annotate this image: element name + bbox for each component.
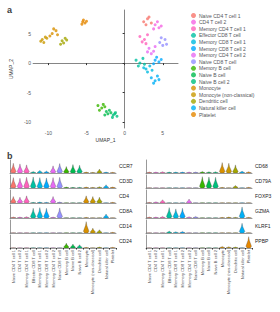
svg-text:Memory CD4 T cell 1: Memory CD4 T cell 1 xyxy=(24,249,29,287)
svg-text:Memory B cell: Memory B cell xyxy=(199,65,231,71)
svg-text:FOXP3: FOXP3 xyxy=(255,193,272,199)
svg-text:Effector CD8 T cell: Effector CD8 T cell xyxy=(31,250,36,283)
svg-text:Memory CD4 T cell 2: Memory CD4 T cell 2 xyxy=(187,249,192,287)
svg-text:Memory B cell: Memory B cell xyxy=(200,250,205,275)
svg-text:Platelet: Platelet xyxy=(110,249,115,263)
svg-text:PPBP: PPBP xyxy=(255,238,269,244)
svg-text:Naive B cell 2: Naive B cell 2 xyxy=(213,249,218,274)
svg-text:Platelet: Platelet xyxy=(199,112,216,118)
svg-text:Naive B cell 2: Naive B cell 2 xyxy=(199,79,230,85)
svg-text:Monocyte: Monocyte xyxy=(220,249,225,267)
svg-text:5: 5 xyxy=(161,130,164,136)
svg-text:0: 0 xyxy=(28,60,31,66)
svg-text:Monocyte: Monocyte xyxy=(84,249,89,267)
svg-text:Dendritic cell: Dendritic cell xyxy=(97,250,102,273)
svg-text:Effector CD8 T cell: Effector CD8 T cell xyxy=(167,250,172,283)
svg-text:Natural killer cell: Natural killer cell xyxy=(240,250,245,279)
svg-text:Dendritic cell: Dendritic cell xyxy=(233,250,238,273)
svg-text:Naive B cell: Naive B cell xyxy=(206,250,211,271)
svg-text:CD3D: CD3D xyxy=(119,178,133,184)
svg-text:Naive B cell: Naive B cell xyxy=(70,250,75,271)
svg-text:b: b xyxy=(7,151,13,161)
svg-text:CD68: CD68 xyxy=(255,163,268,169)
svg-text:CD4 T cell 2: CD4 T cell 2 xyxy=(153,249,158,272)
svg-text:Memory CD4 T cell 2: Memory CD4 T cell 2 xyxy=(199,52,246,58)
svg-text:Naive CD8 T cell: Naive CD8 T cell xyxy=(193,250,198,280)
svg-text:-5: -5 xyxy=(84,130,89,136)
svg-text:Memory CD8 T cell 1: Memory CD8 T cell 1 xyxy=(199,39,246,45)
svg-text:Memory CD4 T cell 1: Memory CD4 T cell 1 xyxy=(199,26,246,32)
svg-text:Memory B cell: Memory B cell xyxy=(64,250,69,275)
svg-text:Natural killer cell: Natural killer cell xyxy=(104,250,109,279)
svg-text:Memory CD4 T cell 2: Memory CD4 T cell 2 xyxy=(51,249,56,287)
svg-text:Memory CD8 T cell 2: Memory CD8 T cell 2 xyxy=(199,46,246,52)
svg-text:Memory CD8 T cell 1: Memory CD8 T cell 1 xyxy=(173,249,178,287)
svg-text:-10: -10 xyxy=(24,119,31,125)
svg-text:-5: -5 xyxy=(27,90,32,96)
svg-text:Monocyte (non-classical): Monocyte (non-classical) xyxy=(199,92,255,98)
svg-text:CD8A: CD8A xyxy=(119,208,133,214)
svg-text:Monocyte (non-classical): Monocyte (non-classical) xyxy=(226,249,231,294)
svg-text:Memory CD8 T cell 1: Memory CD8 T cell 1 xyxy=(37,249,42,287)
svg-text:a: a xyxy=(7,5,13,15)
svg-text:CD79A: CD79A xyxy=(255,178,272,184)
svg-text:UMAP_2: UMAP_2 xyxy=(8,59,14,79)
svg-text:CD4 T cell 2: CD4 T cell 2 xyxy=(17,249,22,272)
svg-text:Platelet: Platelet xyxy=(246,249,251,263)
svg-text:CD14: CD14 xyxy=(119,223,132,229)
svg-text:CD4 T cell 2: CD4 T cell 2 xyxy=(199,19,227,25)
svg-text:Effector CD8 T cell: Effector CD8 T cell xyxy=(199,32,241,38)
svg-text:Naive CD4 T cell 1: Naive CD4 T cell 1 xyxy=(11,249,16,283)
svg-text:0: 0 xyxy=(123,130,126,136)
svg-text:Naive B cell 2: Naive B cell 2 xyxy=(77,249,82,274)
svg-text:UMAP_1: UMAP_1 xyxy=(96,137,116,143)
svg-text:-10: -10 xyxy=(45,130,52,136)
svg-text:Memory CD8 T cell 2: Memory CD8 T cell 2 xyxy=(180,249,185,287)
svg-text:CD4: CD4 xyxy=(119,193,129,199)
svg-text:CD24: CD24 xyxy=(119,238,132,244)
svg-text:Memory CD8 T cell 2: Memory CD8 T cell 2 xyxy=(44,249,49,287)
svg-text:Naive CD4 T cell 1: Naive CD4 T cell 1 xyxy=(147,249,152,283)
svg-text:Memory CD4 T cell 1: Memory CD4 T cell 1 xyxy=(160,249,165,287)
svg-text:Naive B cell: Naive B cell xyxy=(199,72,225,78)
svg-text:KLRF1: KLRF1 xyxy=(255,223,271,229)
svg-text:Naive CD4 T cell 1: Naive CD4 T cell 1 xyxy=(199,13,241,19)
svg-text:Dendritic cell: Dendritic cell xyxy=(199,98,228,104)
svg-text:CCR7: CCR7 xyxy=(119,163,133,169)
svg-text:Monocyte (non-classical): Monocyte (non-classical) xyxy=(90,249,95,294)
svg-text:5: 5 xyxy=(28,31,31,37)
svg-text:GZMA: GZMA xyxy=(255,208,270,214)
svg-text:Natural killer cell: Natural killer cell xyxy=(199,105,236,111)
svg-text:Naive CD8 T cell: Naive CD8 T cell xyxy=(199,59,236,65)
svg-text:Naive CD8 T cell: Naive CD8 T cell xyxy=(57,250,62,280)
svg-text:Monocyte: Monocyte xyxy=(199,85,221,91)
